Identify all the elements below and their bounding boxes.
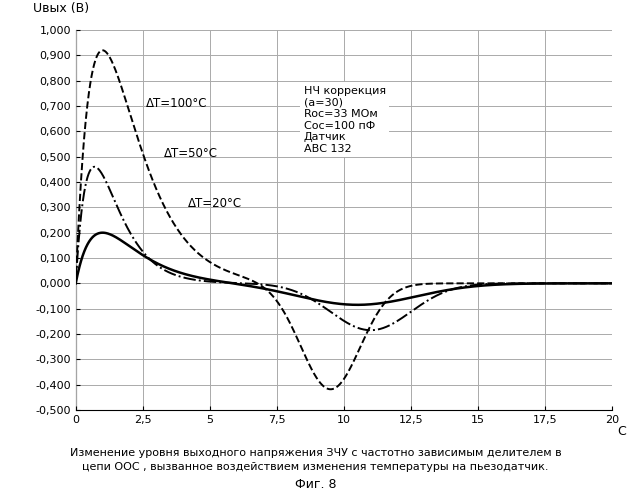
Text: ΔT=100°C: ΔT=100°C [145, 98, 207, 110]
Text: С: С [617, 425, 626, 438]
Text: Фиг. 8: Фиг. 8 [295, 478, 336, 491]
Text: Uвых (В): Uвых (В) [33, 2, 89, 15]
Text: НЧ коррекция
(а=30)
Roc=33 МОм
Coc=100 пФ
Датчик
АВС 132: НЧ коррекция (а=30) Roc=33 МОм Coc=100 п… [304, 86, 386, 154]
Text: цепи ООС , вызванное воздействием изменения температуры на пьезодатчик.: цепи ООС , вызванное воздействием измене… [82, 462, 549, 472]
Text: ΔT=50°C: ΔT=50°C [164, 146, 218, 160]
Text: ΔT=20°C: ΔT=20°C [188, 198, 242, 210]
Text: Изменение уровня выходного напряжения ЗЧУ с частотно зависимым делителем в: Изменение уровня выходного напряжения ЗЧ… [69, 448, 562, 458]
